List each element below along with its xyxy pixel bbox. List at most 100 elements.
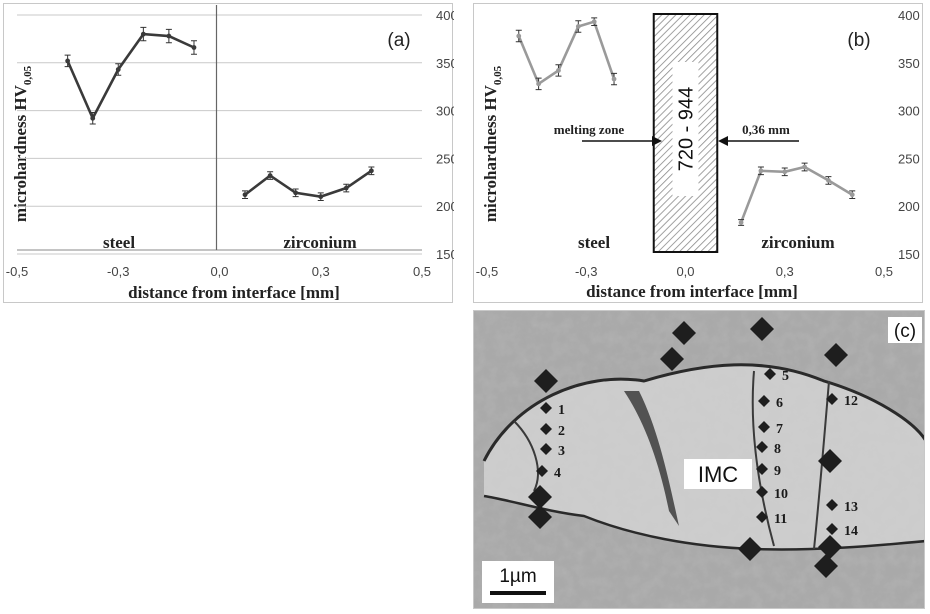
micrograph-panel: 1 2 3 4 5 6 7 8 9 10 11 12 13 14 IMC (c) 1µm xyxy=(473,310,925,609)
data-point-1-0-4 xyxy=(591,19,597,25)
indent-label-11: 11 xyxy=(774,512,787,527)
data-point-1-0-2 xyxy=(556,68,561,73)
small-indent-1 xyxy=(540,402,552,414)
data-point-1-1-1 xyxy=(758,168,764,174)
data-point-0-0-2 xyxy=(115,67,121,72)
x-axis-label-b: distance from interface [mm] xyxy=(586,282,798,301)
large-indent-5 xyxy=(528,485,552,509)
x-tick-label-1-2: 0,0 xyxy=(676,264,694,279)
data-point-1-0-1 xyxy=(536,81,542,87)
interface-line-top xyxy=(482,363,924,462)
data-point-1-1-4 xyxy=(826,177,831,183)
y-tick-label-1-1: 350 xyxy=(898,56,920,71)
indent-label-5: 5 xyxy=(782,369,789,384)
series-line-1-0 xyxy=(517,20,616,86)
y-tick-label-1-2: 300 xyxy=(898,104,920,119)
panel-label-c: (c) xyxy=(894,321,916,342)
data-point-1-0-5 xyxy=(611,76,617,82)
data-point-0-0-1 xyxy=(90,115,96,121)
y-axis-label-a-main: microhardness HV xyxy=(11,84,30,222)
large-indent-1 xyxy=(750,317,774,341)
data-point-0-1-3 xyxy=(318,194,324,200)
panel-label-c-box xyxy=(888,317,922,343)
large-indent-10 xyxy=(814,554,838,578)
x-tick-label-0-2: 0,0 xyxy=(210,264,228,279)
data-point-0-1-5 xyxy=(368,168,374,174)
y-tick-label-0-3: 250 xyxy=(436,151,454,166)
data-point-0-0-0 xyxy=(65,58,71,64)
indent-label-13: 13 xyxy=(844,500,858,515)
inner-boundary-3 xyxy=(813,380,830,550)
small-indent-5 xyxy=(764,368,776,380)
indent-label-9: 9 xyxy=(774,464,781,479)
y-axis-label-a: microhardness HV0,05 xyxy=(11,65,34,222)
imc-region xyxy=(484,364,924,550)
large-indents-group xyxy=(528,317,848,578)
data-point-0-1-2 xyxy=(293,190,299,196)
large-indent-8 xyxy=(818,535,842,559)
chart-panel-a: (a) microhardness HV0,05 distance from i… xyxy=(3,3,458,303)
inner-boundary-2 xyxy=(751,370,775,547)
melting-zone-value: 720 - 944 xyxy=(676,87,698,172)
indent-label-8: 8 xyxy=(774,442,781,457)
small-indent-10 xyxy=(756,486,768,498)
y-tick-label-1-5: 150 xyxy=(898,247,920,262)
series-line-0-0 xyxy=(66,32,195,122)
panel-label-b: (b) xyxy=(847,30,870,51)
y-tick-label-0-1: 350 xyxy=(436,56,454,71)
large-indent-2 xyxy=(824,343,848,367)
x-tick-label-1-3: 0,3 xyxy=(776,264,794,279)
x-tick-label-1-4: 0,5 xyxy=(875,264,893,279)
small-indent-6 xyxy=(758,395,770,407)
y-tick-label-0-5: 150 xyxy=(436,247,454,262)
region-label-steel-b: steel xyxy=(578,233,610,252)
series-line-0-1 xyxy=(244,169,373,198)
y-tick-label-1-0: 400 xyxy=(898,8,920,23)
small-indent-12 xyxy=(826,393,838,405)
data-point-1-1-5 xyxy=(849,192,855,198)
y-tick-label-0-2: 300 xyxy=(436,104,454,119)
scale-bar-box xyxy=(482,561,554,603)
small-indent-8 xyxy=(756,441,768,453)
indent-label-6: 6 xyxy=(776,396,783,411)
melting-zone-arrowhead xyxy=(652,136,662,146)
melting-zone-label: melting zone xyxy=(554,122,625,137)
small-indents-group xyxy=(536,368,838,535)
x-tick-label-1-0: -0,5 xyxy=(476,264,498,279)
x-tick-label-0-1: -0,3 xyxy=(107,264,129,279)
data-point-1-0-0 xyxy=(516,33,522,39)
small-indent-4 xyxy=(536,465,548,477)
indent-label-4: 4 xyxy=(554,466,561,481)
x-tick-label-0-3: 0,3 xyxy=(312,264,330,279)
data-point-0-0-3 xyxy=(140,31,146,37)
data-point-1-0-3 xyxy=(575,24,581,29)
data-point-0-1-4 xyxy=(343,185,349,191)
series-line-1-1 xyxy=(739,165,853,223)
large-indent-9 xyxy=(738,537,762,561)
small-indent-2 xyxy=(540,423,552,435)
indent-label-7: 7 xyxy=(776,422,783,437)
inner-boundary-1 xyxy=(513,420,539,492)
small-indent-13 xyxy=(826,499,838,511)
large-indent-3 xyxy=(660,347,684,371)
chart-a-svg: (a) microhardness HV0,05 distance from i… xyxy=(6,5,458,302)
imc-label-box xyxy=(684,459,752,489)
y-tick-label-1-4: 200 xyxy=(898,199,920,214)
indent-label-2: 2 xyxy=(558,424,565,439)
y-axis-label-a-sub: 0,05 xyxy=(22,65,34,85)
x-axis-label-a: distance from interface [mm] xyxy=(128,283,340,302)
width-arrowhead xyxy=(718,136,728,146)
crack-dark-band xyxy=(624,391,679,526)
indent-label-12: 12 xyxy=(844,394,858,409)
large-indent-6 xyxy=(528,505,552,529)
melting-zone-value-bg xyxy=(672,62,699,196)
data-point-0-0-4 xyxy=(166,33,172,39)
y-tick-label-0-4: 200 xyxy=(436,199,454,214)
indent-label-1: 1 xyxy=(558,403,565,418)
large-indent-0 xyxy=(672,321,696,345)
region-label-zirconium-a: zirconium xyxy=(283,233,356,252)
small-indent-9 xyxy=(756,463,768,475)
data-point-1-1-3 xyxy=(802,164,807,170)
